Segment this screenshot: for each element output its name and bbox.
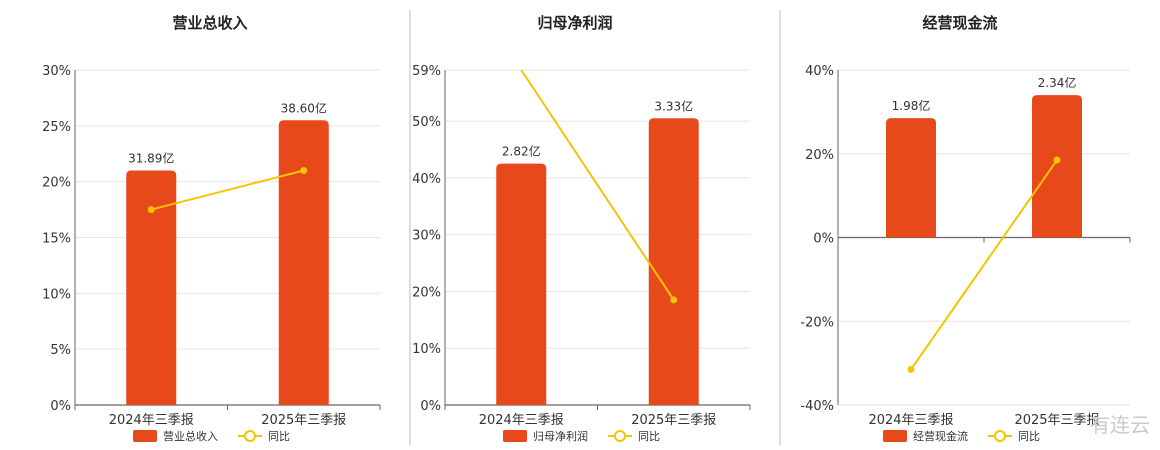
x-tick-label: 2024年三季报	[109, 413, 194, 428]
x-tick-label: 2025年三季报	[1014, 413, 1099, 428]
bar-data-label: 38.60亿	[281, 100, 327, 115]
y-tick-label: 10%	[412, 342, 441, 357]
y-tick-label: 10%	[42, 287, 71, 302]
yoy-point	[300, 167, 308, 174]
legend-line-label: 同比	[268, 430, 290, 443]
bar	[496, 163, 547, 405]
bar	[278, 120, 329, 405]
yoy-line	[151, 169, 304, 211]
yoy-line	[910, 159, 1058, 370]
bar-data-label: 3.33亿	[654, 98, 693, 113]
y-tick-label: 25%	[42, 120, 71, 135]
bar	[886, 118, 936, 238]
y-tick-label: 5%	[50, 343, 71, 358]
chart-title: 营业总收入	[172, 14, 247, 32]
bar-data-label: 31.89亿	[128, 151, 174, 166]
y-tick-label: 0%	[50, 399, 71, 414]
y-tick-label: 30%	[42, 64, 71, 79]
y-tick-label: 30%	[412, 229, 441, 244]
chart-title: 归母净利润	[537, 14, 612, 32]
legend-line-label: 同比	[638, 430, 660, 443]
yoy-point	[1053, 156, 1061, 164]
legend-line-marker	[994, 430, 1006, 442]
legend-bar-swatch	[503, 430, 527, 442]
bar-data-label: 2.34亿	[1038, 75, 1077, 90]
legend-bar-label: 归母净利润	[533, 429, 588, 443]
legend-line-marker	[244, 430, 256, 442]
x-tick-label: 2025年三季报	[261, 413, 346, 428]
yoy-line	[520, 69, 675, 301]
bar-data-label: 1.98亿	[892, 98, 931, 113]
chart-title: 经营现金流	[922, 14, 997, 32]
yoy-point	[907, 365, 915, 373]
legend-bar-swatch	[133, 430, 157, 442]
y-tick-label: 59%	[412, 64, 441, 79]
legend-line-marker	[614, 430, 626, 442]
y-tick-label: 50%	[412, 115, 441, 130]
yoy-point	[670, 296, 678, 304]
bar	[648, 118, 699, 406]
x-tick-label: 2024年三季报	[479, 413, 564, 428]
legend-bar-label: 经营现金流	[913, 429, 968, 443]
legend-bar-label: 营业总收入	[163, 429, 218, 443]
bar-data-label: 2.82亿	[502, 144, 541, 159]
y-tick-label: 0%	[813, 232, 834, 247]
y-tick-label: 40%	[805, 64, 834, 79]
y-tick-label: -40%	[800, 399, 834, 414]
y-tick-label: 0%	[420, 399, 441, 414]
bar	[126, 170, 177, 405]
y-tick-label: -20%	[800, 315, 834, 330]
x-tick-label: 2024年三季报	[868, 413, 953, 428]
y-tick-label: 40%	[412, 172, 441, 187]
yoy-point	[147, 206, 155, 214]
y-tick-label: 20%	[805, 148, 834, 163]
y-tick-label: 15%	[42, 232, 71, 247]
x-tick-label: 2025年三季报	[631, 413, 716, 428]
y-tick-label: 20%	[42, 176, 71, 191]
watermark: 有连云	[1090, 413, 1150, 437]
legend-line-label: 同比	[1018, 430, 1040, 443]
bar	[1032, 95, 1082, 238]
legend-bar-swatch	[883, 430, 907, 442]
y-tick-label: 20%	[412, 285, 441, 300]
